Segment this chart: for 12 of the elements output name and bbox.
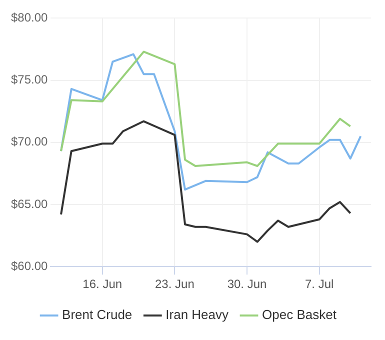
y-tick-label: $75.00	[11, 72, 48, 87]
x-tick-label: 23. Jun	[155, 277, 194, 292]
x-tick-label: 30. Jun	[227, 277, 267, 292]
y-tick-label: $60.00	[11, 258, 48, 273]
legend-label: Iran Heavy	[166, 307, 230, 322]
x-tick-label: 7. Jul	[304, 277, 334, 292]
y-tick-label: $65.00	[11, 196, 48, 211]
legend-label: Brent Crude	[62, 307, 132, 322]
y-tick-label: $80.00	[11, 10, 48, 25]
x-tick-label: 16. Jun	[82, 277, 122, 292]
legend-label: Opec Basket	[262, 307, 337, 322]
y-tick-label: $70.00	[11, 134, 48, 149]
